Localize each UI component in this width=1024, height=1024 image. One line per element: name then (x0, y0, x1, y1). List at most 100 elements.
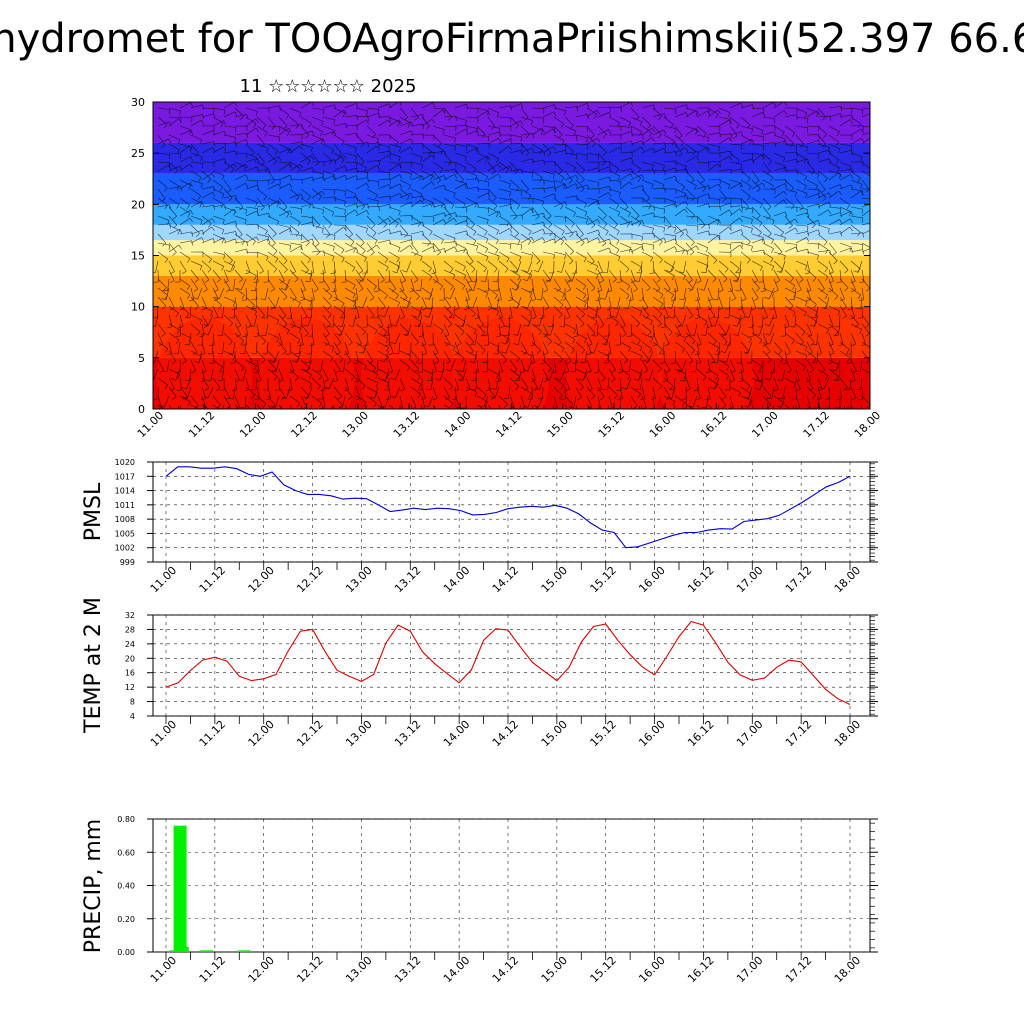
wind-barb-flag (576, 195, 578, 201)
wind-barb (806, 323, 813, 336)
wind-barb (641, 323, 652, 332)
wind-barb-flag (331, 211, 335, 217)
wind-barb-flag (635, 215, 640, 220)
wind-barb (498, 359, 503, 372)
wind-barb-flag (522, 278, 528, 282)
wind-barb (377, 296, 386, 307)
wind-barb-flag (164, 348, 169, 353)
wind-barb-flag (716, 220, 720, 226)
wind-barb (839, 218, 851, 226)
wind-barb (828, 184, 841, 190)
wind-barb (828, 113, 841, 118)
wind-barb (531, 206, 540, 217)
wind-barb-flag (708, 203, 711, 209)
wind-barb (498, 287, 502, 300)
wind-barb (384, 395, 390, 408)
wind-barb (586, 237, 598, 244)
wind-barb-flag (396, 412, 399, 416)
wind-barb (586, 167, 599, 172)
wind-barb (619, 278, 631, 287)
wind-barb (641, 127, 653, 136)
wind-barb-flag (401, 280, 406, 284)
wind-barb-flag (254, 311, 257, 316)
wind-barb (839, 260, 849, 271)
wind-barb (593, 341, 599, 354)
wind-barb (806, 386, 816, 396)
wind-barb-flag (565, 150, 568, 155)
wind-barb-flag (369, 315, 375, 319)
wind-barb-flag (544, 379, 549, 383)
wind-barb-flag (375, 382, 379, 388)
wind-barb (333, 296, 345, 304)
wind-barb-flag (751, 208, 754, 214)
wind-barb (531, 228, 544, 235)
wind-barb (685, 278, 694, 289)
wind-barb (387, 323, 390, 336)
wind-barb-flag (534, 387, 540, 390)
wind-barb-flag (254, 335, 260, 337)
wind-barb (828, 242, 837, 253)
wind-barb (310, 305, 313, 318)
wind-barb (300, 130, 313, 136)
wind-barb (454, 249, 467, 253)
wind-barb-flag (341, 312, 345, 317)
wind-barb (806, 242, 819, 245)
wind-barb-flag (754, 333, 760, 336)
wind-barb-flag (541, 127, 545, 133)
wind-barb (630, 323, 633, 336)
wind-barb (223, 251, 233, 261)
wind-barb (519, 404, 522, 409)
wind-barb (685, 404, 695, 409)
precip-xtick-label: 17.12 (783, 954, 814, 985)
wind-barb (652, 305, 663, 315)
wind-barb (849, 377, 852, 390)
wind-barb-flag (638, 299, 644, 301)
wind-barb (782, 368, 786, 381)
wind-barb (398, 341, 401, 354)
wind-barb-flag (471, 268, 476, 273)
pmsl-series-line (165, 466, 851, 549)
wind-barb (707, 132, 720, 136)
wind-barb (839, 278, 849, 289)
wind-barb (483, 395, 489, 408)
wind-barb-flag (598, 229, 601, 235)
wind-barb (729, 152, 740, 161)
wind-barb (740, 251, 751, 260)
wind-barb (542, 238, 555, 244)
wind-barb (542, 104, 555, 109)
wind-barb (652, 233, 663, 242)
wind-barb-flag (533, 269, 539, 273)
wind-barb (828, 212, 841, 217)
wind-barb (706, 395, 709, 408)
wind-barb-flag (543, 159, 545, 165)
wind-barb (553, 134, 565, 142)
wind-barb (421, 246, 433, 253)
wind-barb-flag (530, 380, 536, 383)
wind-barb-flag (228, 398, 234, 400)
wind-barb-flag (503, 404, 508, 409)
wind-barb-flag (523, 369, 529, 372)
wind-barb (839, 210, 852, 217)
heatmap-xtick-label: 15.00 (545, 409, 576, 440)
wind-barb (729, 359, 736, 371)
wind-barb (366, 164, 378, 172)
wind-barb-flag (499, 416, 504, 418)
wind-barb (597, 106, 610, 109)
wind-barb-flag (719, 235, 721, 241)
temp-frame (152, 614, 871, 717)
wind-barb (563, 314, 566, 327)
wind-barb (278, 287, 288, 298)
wind-barb (619, 116, 631, 123)
wind-barb-flag (469, 351, 474, 355)
wind-barb (289, 178, 302, 181)
wind-barb-flag (625, 268, 630, 273)
precip-bar (175, 947, 189, 952)
wind-barb-flag (720, 350, 726, 354)
wind-barb (344, 143, 357, 149)
wind-barb (487, 296, 493, 309)
wind-barb (366, 233, 378, 241)
wind-barb (685, 188, 695, 198)
wind-barb (641, 125, 653, 134)
wind-barb (663, 215, 672, 226)
wind-barb-flag (200, 220, 203, 225)
